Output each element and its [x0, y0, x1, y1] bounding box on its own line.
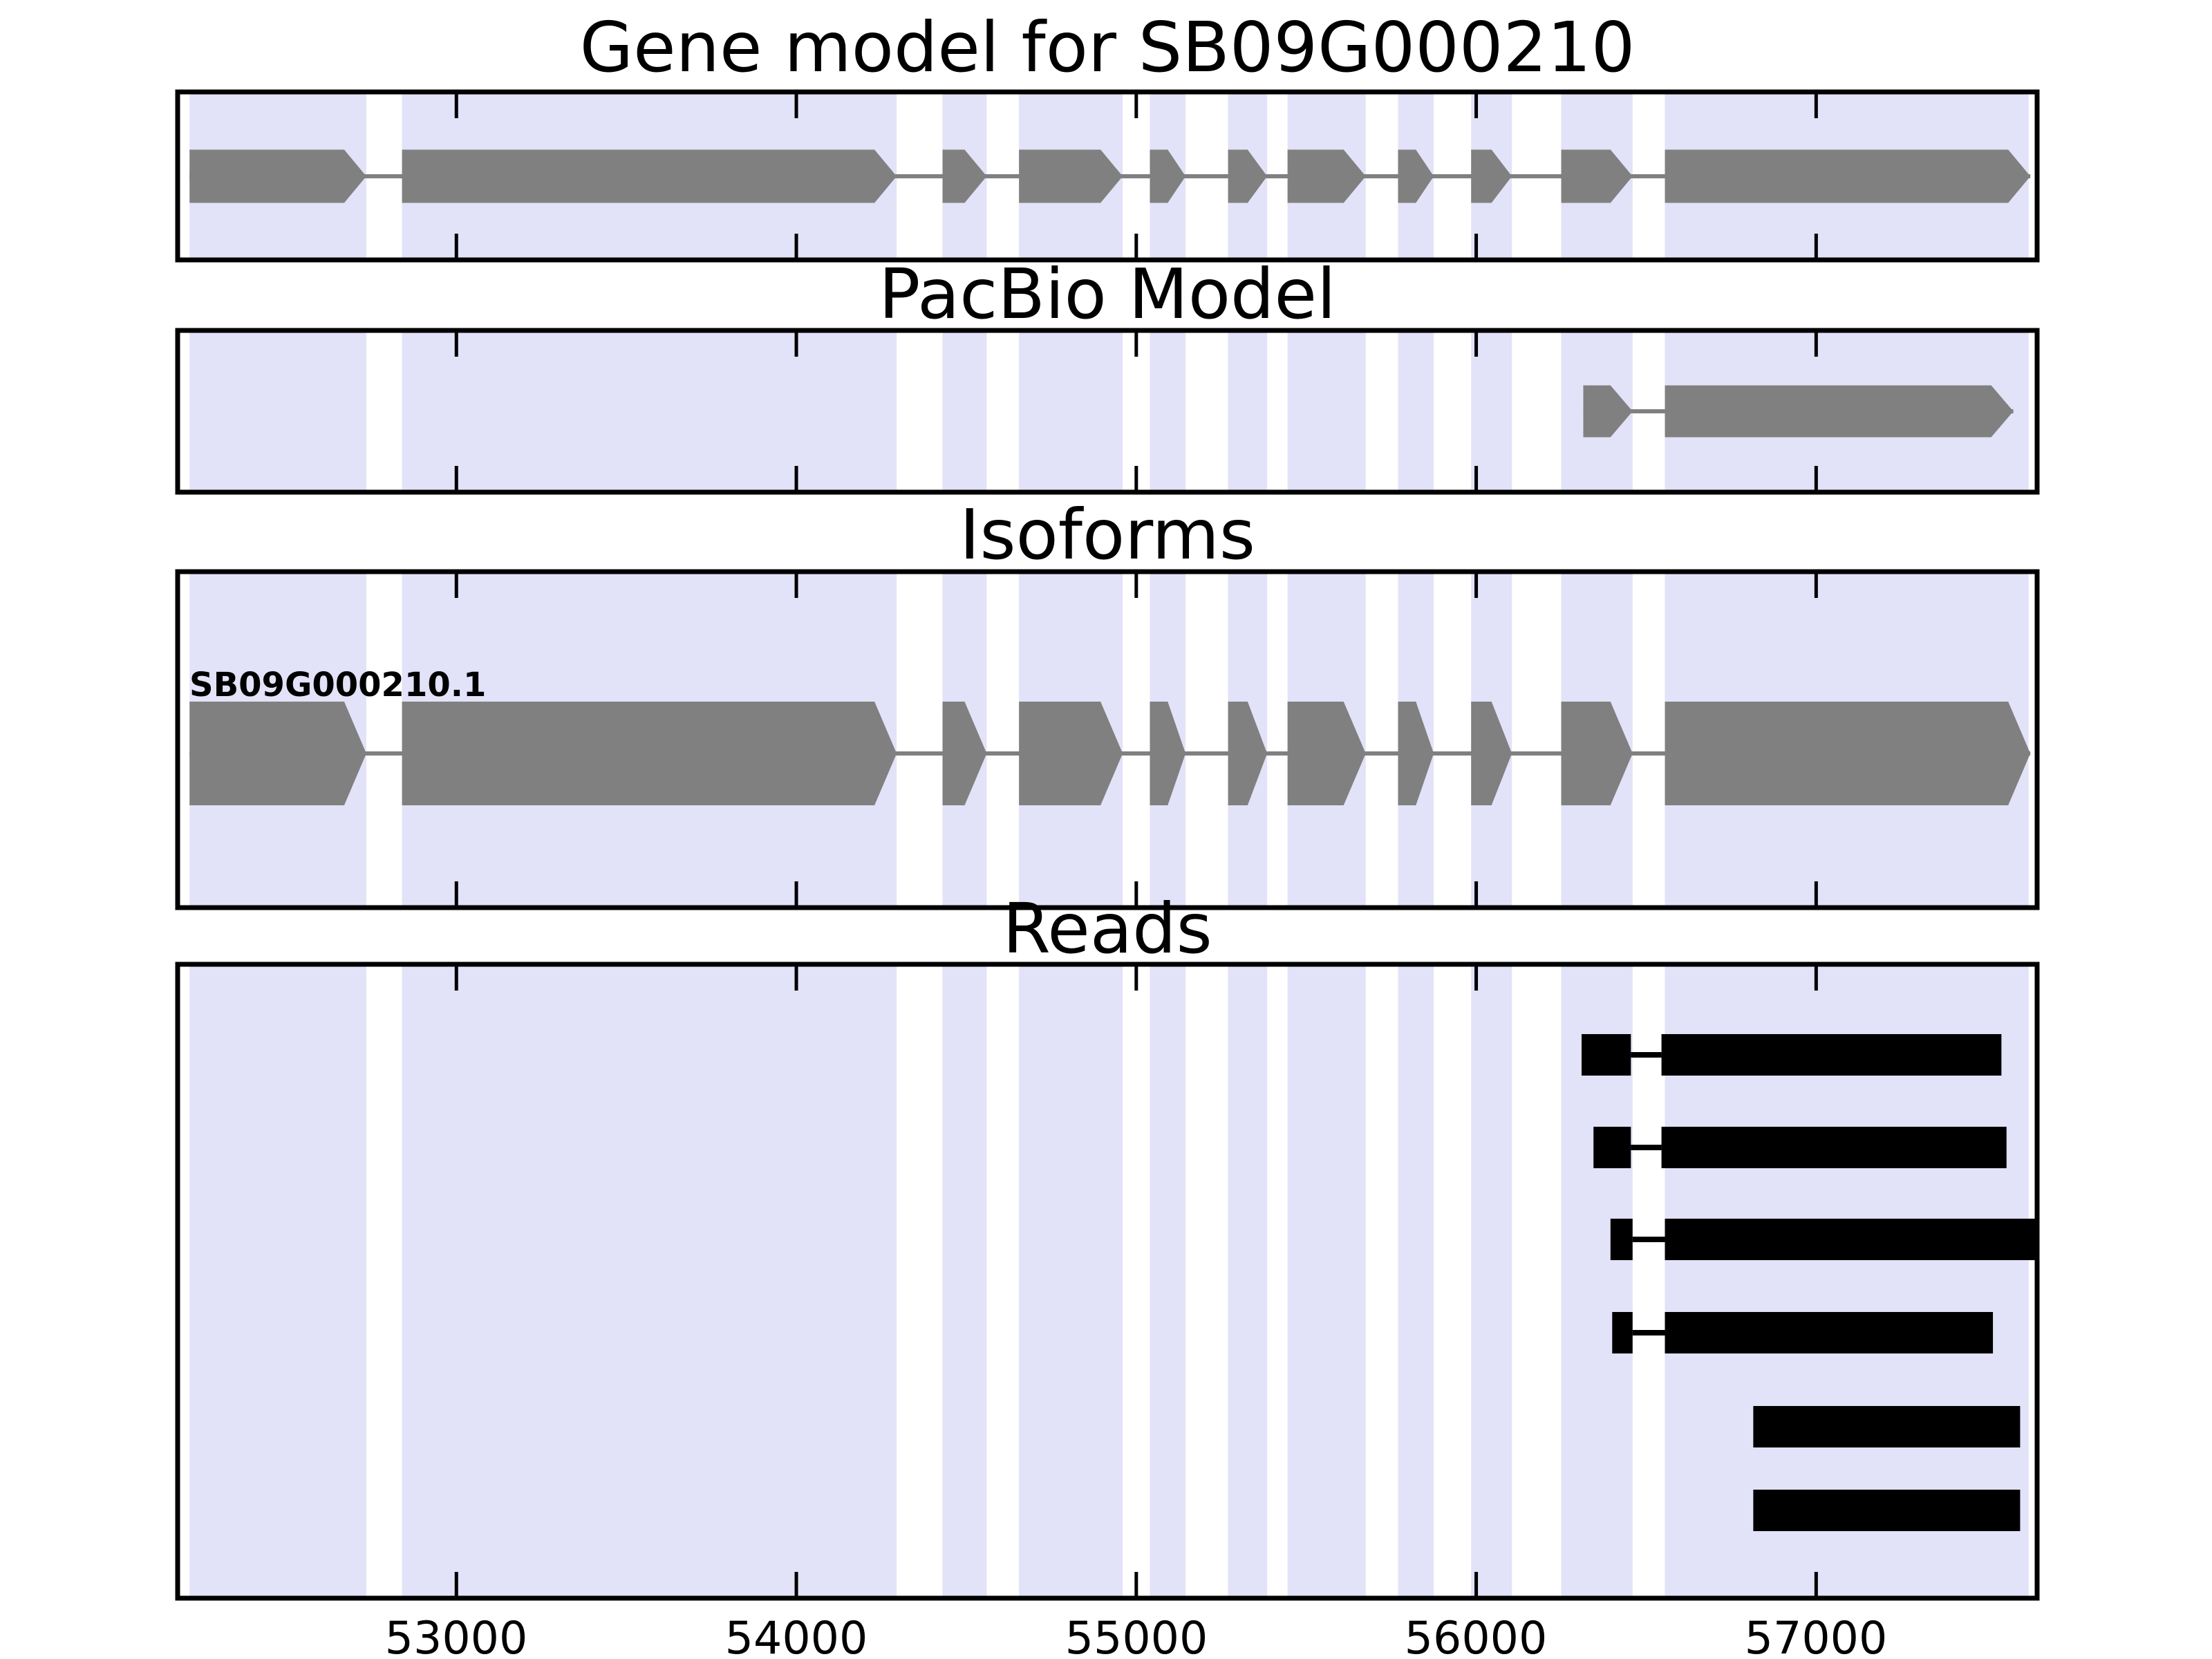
exon-arrow — [1561, 702, 1633, 805]
panel-title-reads: Reads — [1002, 888, 1212, 969]
highlight-band — [1471, 330, 1512, 492]
exon-arrow — [1287, 702, 1366, 805]
highlight-band — [189, 964, 366, 1598]
exon-arrow — [1665, 385, 2014, 438]
highlight-band — [1150, 330, 1186, 492]
exon-arrow — [189, 149, 366, 203]
exon-arrow — [402, 702, 897, 805]
read-block — [1661, 1127, 2007, 1168]
exon-arrow — [1228, 702, 1268, 805]
read-block — [1665, 1219, 2036, 1260]
panel-border — [175, 328, 2040, 495]
highlight-band — [942, 330, 987, 492]
highlight-band — [1398, 964, 1434, 1598]
track-content-layer — [189, 149, 2036, 1531]
exon-arrow — [1561, 149, 1633, 203]
highlight-band — [1150, 964, 1186, 1598]
read-block — [1582, 1034, 1631, 1076]
exon-arrow — [1583, 385, 1633, 438]
panel-border — [175, 569, 2040, 910]
read-block — [1661, 1034, 2002, 1076]
highlight-band — [1228, 964, 1268, 1598]
panel-title-gene-model: Gene model for SB09G000210 — [580, 7, 1635, 88]
exon-arrow — [1287, 149, 1366, 203]
exon-arrow — [1471, 149, 1512, 203]
exon-arrow — [1150, 149, 1186, 203]
panel-title-isoforms: Isoforms — [959, 494, 1255, 575]
exon-arrow — [942, 149, 987, 203]
exon-arrow — [402, 149, 897, 203]
exon-arrow — [1665, 149, 2031, 203]
exon-arrow — [1019, 149, 1123, 203]
read-block — [1593, 1127, 1631, 1168]
x-tick-label: 53000 — [385, 1613, 528, 1659]
exon-arrow — [1471, 702, 1512, 805]
panel-border — [175, 89, 2040, 263]
read-block — [1612, 1312, 1633, 1353]
exon-arrow — [1398, 149, 1434, 203]
read-block — [1610, 1219, 1633, 1260]
read-block — [1665, 1312, 1994, 1353]
highlight-band — [1019, 964, 1123, 1598]
panel-frames-layer — [175, 89, 2040, 1601]
exon-arrow — [1398, 702, 1434, 805]
highlight-band — [1287, 964, 1366, 1598]
highlight-band — [1019, 330, 1123, 492]
highlight-band — [189, 330, 366, 492]
x-tick-label: 55000 — [1065, 1613, 1208, 1659]
isoform-label: SB09G000210.1 — [189, 666, 486, 704]
read-block — [1753, 1490, 2021, 1531]
highlight-band — [1398, 330, 1434, 492]
exon-arrow — [1019, 702, 1123, 805]
panel-border — [175, 962, 2040, 1601]
read-block — [1753, 1406, 2021, 1447]
highlight-band — [402, 964, 897, 1598]
x-tick-label: 57000 — [1745, 1613, 1888, 1659]
x-tick-label: 56000 — [1405, 1613, 1548, 1659]
panel-title-pacbio-model: PacBio Model — [879, 254, 1336, 335]
highlight-band — [1471, 964, 1512, 1598]
exon-arrow — [1228, 149, 1268, 203]
x-tick-label: 54000 — [725, 1613, 868, 1659]
highlight-band — [942, 964, 987, 1598]
highlight-band — [1287, 330, 1366, 492]
exon-arrow — [1665, 702, 2031, 805]
exon-arrow — [1150, 702, 1186, 805]
highlight-band — [402, 330, 897, 492]
highlight-band — [1228, 330, 1268, 492]
exon-arrow — [942, 702, 987, 805]
exon-arrow — [189, 702, 366, 805]
